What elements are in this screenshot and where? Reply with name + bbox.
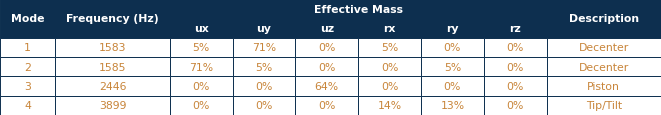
Text: 0%: 0% (444, 43, 461, 53)
Bar (56, 38, 170, 58)
Text: 13%: 13% (440, 101, 465, 110)
Text: Decenter: Decenter (578, 43, 629, 53)
Bar (0, 38, 56, 58)
Bar (56, 0, 170, 38)
Bar (484, 96, 547, 115)
Bar (358, 96, 421, 115)
Text: 5%: 5% (192, 43, 210, 53)
Text: 2: 2 (24, 62, 31, 72)
Text: rz: rz (509, 24, 521, 34)
Bar (233, 19, 295, 38)
Bar (170, 77, 233, 96)
Bar (547, 58, 661, 77)
Bar (0, 96, 56, 115)
Text: Piston: Piston (588, 81, 620, 91)
Text: 3: 3 (24, 81, 31, 91)
Bar (484, 58, 547, 77)
Bar (547, 96, 661, 115)
Text: Mode: Mode (11, 14, 44, 24)
Text: 1583: 1583 (99, 43, 126, 53)
Text: Description: Description (568, 14, 639, 24)
Bar (170, 38, 233, 58)
Text: ry: ry (446, 24, 459, 34)
Bar (56, 96, 170, 115)
Bar (0, 58, 56, 77)
Bar (233, 96, 295, 115)
Text: 71%: 71% (252, 43, 276, 53)
Text: 0%: 0% (506, 101, 524, 110)
Bar (421, 77, 484, 96)
Text: Tip/Tilt: Tip/Tilt (586, 101, 622, 110)
Bar (484, 19, 547, 38)
Bar (358, 19, 421, 38)
Bar (170, 58, 233, 77)
Bar (421, 38, 484, 58)
Text: 5%: 5% (255, 62, 272, 72)
Text: 0%: 0% (506, 81, 524, 91)
Text: 0%: 0% (381, 62, 399, 72)
Text: 64%: 64% (315, 81, 339, 91)
Text: 1585: 1585 (99, 62, 126, 72)
Text: 0%: 0% (444, 81, 461, 91)
Bar (421, 19, 484, 38)
Text: 5%: 5% (381, 43, 398, 53)
Text: 0%: 0% (192, 81, 210, 91)
Bar (547, 38, 661, 58)
Text: 5%: 5% (444, 62, 461, 72)
Text: 2446: 2446 (99, 81, 126, 91)
Bar (421, 96, 484, 115)
Text: 71%: 71% (189, 62, 214, 72)
Text: 1: 1 (24, 43, 31, 53)
Text: 0%: 0% (506, 43, 524, 53)
Text: Decenter: Decenter (578, 62, 629, 72)
Bar (170, 19, 233, 38)
Text: 4: 4 (24, 101, 31, 110)
Bar (56, 77, 170, 96)
Text: rx: rx (383, 24, 396, 34)
Bar (358, 58, 421, 77)
Bar (233, 77, 295, 96)
Text: 0%: 0% (506, 62, 524, 72)
Text: 0%: 0% (255, 81, 273, 91)
Bar (295, 77, 358, 96)
Text: 14%: 14% (377, 101, 402, 110)
Bar (295, 58, 358, 77)
Bar (0, 0, 56, 38)
Text: 0%: 0% (318, 62, 336, 72)
Bar (56, 58, 170, 77)
Bar (295, 96, 358, 115)
Text: uy: uy (256, 24, 272, 34)
Bar (421, 58, 484, 77)
Bar (233, 58, 295, 77)
Bar (295, 19, 358, 38)
Text: 0%: 0% (318, 101, 336, 110)
Bar (0, 77, 56, 96)
Text: uz: uz (320, 24, 334, 34)
Bar (295, 38, 358, 58)
Text: 0%: 0% (381, 81, 399, 91)
Text: ux: ux (194, 24, 209, 34)
Bar (358, 38, 421, 58)
Text: 0%: 0% (255, 101, 273, 110)
Text: Effective Mass: Effective Mass (314, 5, 403, 14)
Bar (484, 77, 547, 96)
Text: 0%: 0% (318, 43, 336, 53)
Bar (484, 38, 547, 58)
Bar (170, 0, 547, 19)
Bar (170, 96, 233, 115)
Bar (358, 77, 421, 96)
Bar (233, 38, 295, 58)
Text: Frequency (Hz): Frequency (Hz) (66, 14, 159, 24)
Bar (547, 77, 661, 96)
Bar (547, 0, 661, 38)
Text: 3899: 3899 (99, 101, 126, 110)
Text: 0%: 0% (192, 101, 210, 110)
